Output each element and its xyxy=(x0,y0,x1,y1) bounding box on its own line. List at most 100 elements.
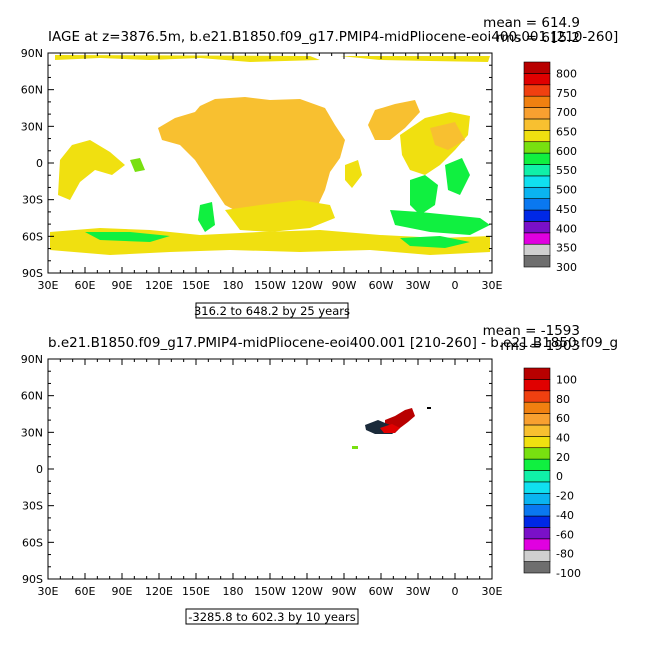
x-tick-label: 120E xyxy=(145,279,173,292)
colorbar-swatch xyxy=(523,186,551,199)
x-tick-label: 180 xyxy=(223,585,244,598)
region-atlantic-south xyxy=(410,175,438,215)
colorbar-swatch xyxy=(523,549,551,562)
colorbar-label: 800 xyxy=(556,67,577,80)
x-tick-label: 30E xyxy=(482,585,503,598)
x-tick-label: 0 xyxy=(452,585,459,598)
rms-label: rms = 1903 xyxy=(500,338,580,354)
colorbar-swatch xyxy=(523,481,551,494)
colorbar-label: 650 xyxy=(556,125,577,138)
region-north-atlantic-red-2 xyxy=(380,424,400,433)
colorbar-swatch xyxy=(523,447,551,460)
colorbar-swatch xyxy=(523,221,551,234)
y-tick-label: 90S xyxy=(22,267,43,280)
region-atlantic-north-2 xyxy=(430,122,465,150)
x-tick-label: 120E xyxy=(145,585,173,598)
y-tick-label: 60S xyxy=(22,230,43,243)
colorbar-label: -80 xyxy=(556,548,574,561)
region-pacific-north xyxy=(368,100,420,140)
y-tick-labels: 90N 60N 30N 0 30S 60S 90S xyxy=(21,353,43,586)
region-southern-green xyxy=(85,232,170,242)
colorbar-label: 20 xyxy=(556,451,570,464)
colorbar-label: 100 xyxy=(556,373,577,386)
region-southern-ocean xyxy=(50,228,490,255)
panel-title: b.e21.B1850.f09_g17.PMIP4-midPliocene-eo… xyxy=(48,335,618,351)
colorbar-swatch xyxy=(523,504,551,517)
region-arctic-east xyxy=(340,56,490,62)
colorbar-swatch xyxy=(523,401,551,414)
region-southern-green-2 xyxy=(400,236,470,248)
colorbar-label: -100 xyxy=(556,567,581,580)
x-tick-label: 0 xyxy=(452,279,459,292)
x-tick-label: 180 xyxy=(223,279,244,292)
panel-title: IAGE at z=3876.5m, b.e21.B1850.f09_g17.P… xyxy=(48,29,618,45)
map-field xyxy=(352,407,431,449)
y-tick-label: 60N xyxy=(21,390,43,403)
x-tick-label: 60W xyxy=(369,585,394,598)
colorbar-swatch xyxy=(523,95,551,108)
colorbar-swatch xyxy=(523,413,551,426)
colorbar: 100 80 60 40 20 0 -20 -40 -60 -80 -100 xyxy=(523,367,581,580)
colorbar-swatch xyxy=(523,424,551,437)
colorbar-swatch xyxy=(523,198,551,211)
colorbar-swatch xyxy=(523,130,551,143)
x-tick-label: 30E xyxy=(38,585,59,598)
x-tick-label: 90E xyxy=(112,279,133,292)
x-tick-label: 90W xyxy=(332,279,357,292)
region-indian-green-2 xyxy=(130,158,145,172)
colorbar-swatch xyxy=(523,175,551,188)
x-tick-label: 150E xyxy=(182,585,210,598)
colorbar-swatch xyxy=(523,232,551,245)
region-atlantic-south-2 xyxy=(445,158,470,195)
colorbar-label: 300 xyxy=(556,261,577,274)
region-pacific-south xyxy=(225,200,335,232)
y-tick-label: 90N xyxy=(21,353,43,366)
y-tick-label: 30S xyxy=(22,194,43,207)
colorbar-swatch xyxy=(523,515,551,528)
x-tick-label: 120W xyxy=(291,279,323,292)
colorbar-label: 400 xyxy=(556,222,577,235)
colorbar-swatch xyxy=(523,470,551,483)
colorbar-swatch xyxy=(523,527,551,540)
y-tick-label: 60S xyxy=(22,536,43,549)
x-tick-label: 30E xyxy=(38,279,59,292)
y-tick-labels: 90N 60N 30N 0 30S 60S 90S xyxy=(21,47,43,280)
colorbar-label: 600 xyxy=(556,145,577,158)
y-tick-label: 90N xyxy=(21,47,43,60)
y-tick-label: 30N xyxy=(21,426,43,439)
contour-info: -3285.8 to 602.3 by 10 years xyxy=(188,610,356,624)
y-tick-label: 30S xyxy=(22,500,43,513)
x-tick-label: 60W xyxy=(369,279,394,292)
x-tick-label: 60E xyxy=(75,585,96,598)
colorbar-swatch xyxy=(523,84,551,97)
colorbar-swatch xyxy=(523,538,551,551)
colorbar-label: 700 xyxy=(556,106,577,119)
colorbar-swatch xyxy=(523,107,551,120)
colorbar-swatch xyxy=(523,390,551,403)
colorbar-label: 500 xyxy=(556,184,577,197)
contour-info-box xyxy=(185,608,359,625)
map-frame xyxy=(47,358,493,580)
x-tick-label: 30W xyxy=(406,279,431,292)
x-tick-label: 30E xyxy=(482,279,503,292)
colorbar-swatch xyxy=(523,255,551,268)
colorbar-swatch xyxy=(523,141,551,154)
panel-top: IAGE at z=3876.5m, b.e21.B1850.f09_g17.P… xyxy=(21,15,618,319)
rms-label: rms = 615.2 xyxy=(496,30,580,46)
colorbar-label: 0 xyxy=(556,470,563,483)
region-pacific xyxy=(158,97,345,214)
colorbar-label: 450 xyxy=(556,203,577,216)
x-tick-label: 120W xyxy=(291,585,323,598)
mean-label: mean = -1593 xyxy=(483,323,580,339)
x-tick-labels: 30E 60E 90E 120E 150E 180 150W 120W 90W 60W 30W 0 30… xyxy=(38,585,503,598)
tick-marks xyxy=(47,358,493,580)
x-tick-label: 150W xyxy=(254,279,286,292)
colorbar-swatch xyxy=(523,436,551,449)
colorbar-label: 40 xyxy=(556,431,570,444)
y-tick-label: 90S xyxy=(22,573,43,586)
x-tick-label: 150W xyxy=(254,585,286,598)
y-tick-label: 60N xyxy=(21,84,43,97)
map-field xyxy=(50,55,490,255)
colorbar-swatch xyxy=(523,164,551,177)
